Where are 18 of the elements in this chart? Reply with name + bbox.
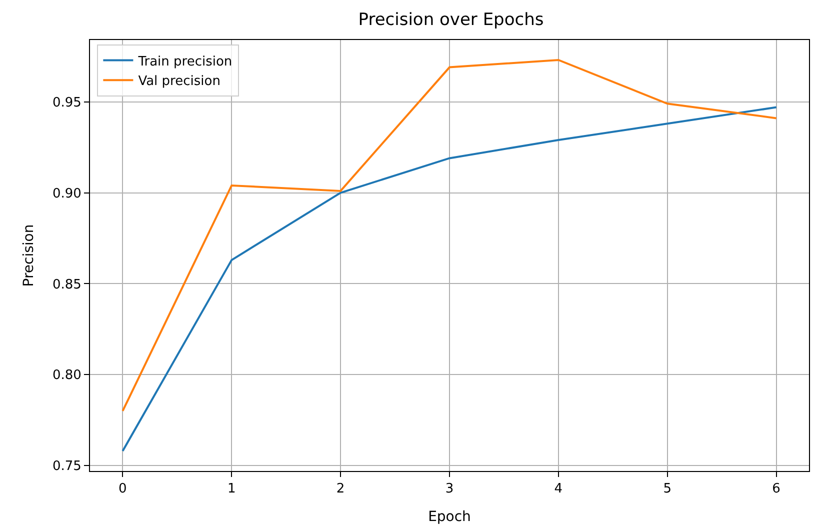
x-tick-label: 4 (554, 482, 563, 497)
x-tick-label: 5 (663, 482, 672, 497)
legend-label: Val precision (138, 74, 220, 90)
y-tick-label: 0.80 (52, 368, 82, 384)
x-tick-label: 6 (772, 482, 780, 497)
y-tick-label: 0.90 (52, 186, 82, 202)
y-tick-label: 0.95 (52, 95, 82, 110)
y-tick-label: 0.85 (52, 277, 82, 292)
x-tick-label: 2 (336, 482, 345, 497)
y-axis-title: Precision (21, 224, 38, 287)
x-tick-label: 0 (118, 482, 127, 497)
y-tick-label: 0.75 (52, 459, 82, 474)
x-tick-label: 1 (227, 482, 236, 497)
line-series (122, 106, 778, 452)
x-axis-title: Epoch (428, 508, 471, 525)
x-tick-label: 3 (445, 482, 454, 497)
legend-label: Train precision (137, 54, 232, 70)
chart-title: Precision over Epochs (358, 10, 544, 30)
